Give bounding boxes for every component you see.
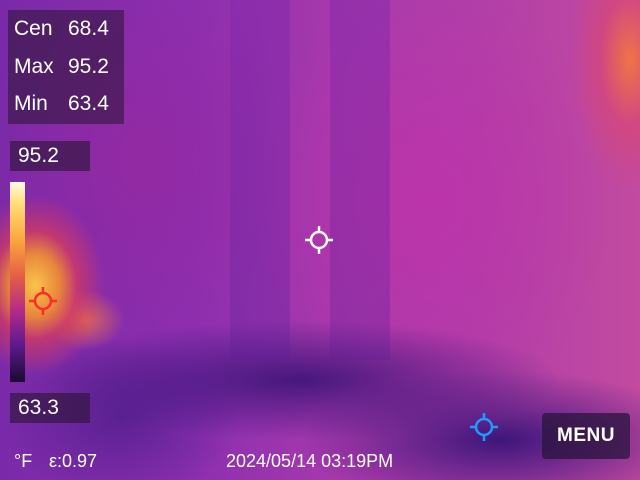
- scale-max-label: 95.2: [10, 141, 90, 171]
- temperature-unit: °F: [14, 451, 33, 471]
- scale-min-label: 63.3: [10, 393, 90, 423]
- thermal-image-texture: [230, 0, 290, 360]
- center-temp-row: Cen 68.4: [14, 15, 109, 43]
- thermal-image-texture: [330, 0, 390, 360]
- max-temp-label: Max: [14, 55, 54, 78]
- datetime-stamp: 2024/05/14 03:19PM: [226, 451, 394, 471]
- min-temp-row: Min 63.4: [14, 90, 109, 118]
- min-temp-value: 63.4: [68, 92, 109, 115]
- center-crosshair-icon: [303, 224, 335, 256]
- center-temp-label: Cen: [14, 17, 53, 40]
- min-temp-label: Min: [14, 92, 48, 115]
- emissivity-value: ε:0.97: [49, 451, 98, 471]
- center-temp-value: 68.4: [68, 17, 109, 40]
- measurement-readout: Cen 68.4 Max 95.2 Min 63.4: [8, 10, 124, 124]
- max-temp-value: 95.2: [68, 55, 109, 78]
- hot-spot-marker-icon: [27, 285, 59, 317]
- max-temp-row: Max 95.2: [14, 53, 109, 81]
- menu-button[interactable]: MENU: [542, 413, 630, 459]
- cold-spot-marker-icon: [468, 411, 500, 443]
- color-palette-bar: [10, 182, 25, 382]
